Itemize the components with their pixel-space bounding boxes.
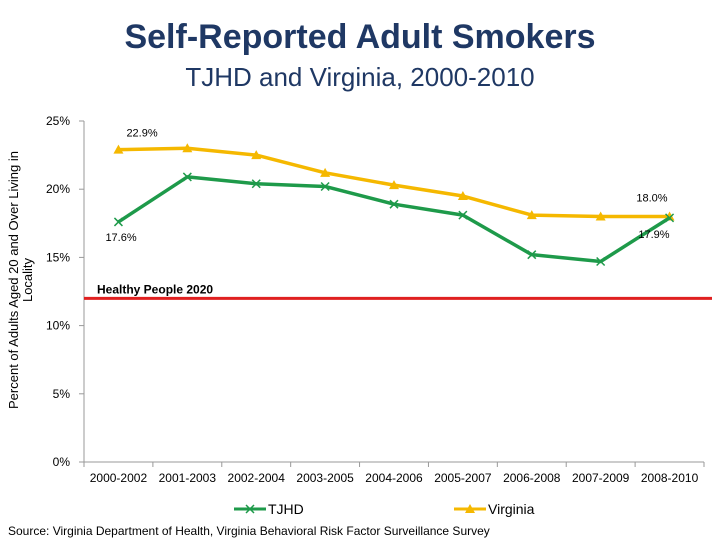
x-tick-label: 2001-2003 — [159, 471, 217, 485]
tjhd-point — [458, 210, 468, 220]
y-axis-title-line-1: Percent of Adults Aged 20 and Over Livin… — [6, 151, 21, 409]
x-tick-label: 2002-2004 — [228, 471, 286, 485]
x-tick-label: 2007-2009 — [572, 471, 630, 485]
x-marker-stroke — [245, 504, 255, 514]
chart-title: Self-Reported Adult Smokers — [124, 18, 596, 56]
x-tick-label: 2000-2002 — [90, 471, 148, 485]
virginia-point — [389, 180, 399, 190]
x-marker-stroke — [320, 181, 330, 192]
y-axis-title: Percent of Adults Aged 20 and Over Livin… — [6, 151, 35, 409]
tjhd-point — [389, 199, 399, 209]
x-marker-stroke — [458, 210, 468, 220]
y-axis-label: Percent of Adults Aged 20 and Over Livin… — [6, 151, 35, 409]
x-marker-stroke — [113, 217, 123, 227]
legend-tjhd-label: TJHD — [268, 501, 304, 517]
tjhd-point — [320, 181, 330, 192]
reference-line-group: Healthy People 2020 — [84, 282, 712, 300]
data-label-virginia: 22.9% — [126, 128, 157, 140]
data-labels: 22.9% 17.6% 18.0% 17.9% — [105, 128, 669, 244]
x-tick-label: 2008-2010 — [641, 471, 699, 485]
tjhd-line — [117, 175, 671, 264]
x-marker-stroke — [665, 213, 675, 223]
y-axis-title-line-2: Locality — [20, 257, 35, 302]
virginia-point — [251, 150, 262, 160]
tjhd-point — [251, 179, 261, 189]
chart-subtitle: TJHD and Virginia, 2000-2010 — [185, 62, 535, 92]
legend: TJHD Virginia — [234, 501, 535, 517]
virginia-point — [113, 144, 124, 154]
virginia-point — [320, 167, 331, 177]
y-tick-label: 10% — [46, 319, 70, 333]
legend-virginia-label: Virginia — [488, 501, 535, 517]
x-tick-label: 2004-2006 — [365, 471, 423, 485]
legend-tjhd-marker — [245, 504, 255, 514]
x-marker-stroke — [596, 256, 606, 267]
y-tick-label: 5% — [53, 387, 71, 401]
data-label-virginia: 18.0% — [636, 192, 667, 204]
y-tick-label: 15% — [46, 250, 70, 264]
virginia-point — [182, 143, 193, 153]
tjhd-point — [665, 213, 675, 223]
x-marker-stroke — [251, 179, 261, 189]
virginia-point — [526, 210, 537, 220]
x-marker-stroke — [527, 250, 537, 260]
healthy-people-2020-label: Healthy People 2020 — [97, 282, 213, 296]
y-tick-label: 25% — [46, 114, 70, 128]
series-group — [113, 143, 675, 267]
data-label-tjhd: 17.9% — [638, 229, 669, 241]
tjhd-point — [113, 217, 123, 227]
axes: 0% 5% 10% 15% 20% 25% 2000-2002 2001-2003 2002-2… — [46, 114, 705, 485]
x-tick-label: 2006-2008 — [503, 471, 561, 485]
y-tick-label: 20% — [46, 182, 70, 196]
tjhd-point — [527, 250, 537, 260]
legend-virginia-marker — [465, 504, 475, 513]
virginia-point — [595, 211, 606, 221]
tjhd-point — [596, 256, 606, 267]
x-tick-label: 2003-2005 — [296, 471, 354, 485]
x-marker-stroke — [182, 172, 192, 182]
tjhd-point — [182, 172, 192, 182]
data-label-tjhd: 17.6% — [105, 232, 136, 244]
x-marker-stroke — [389, 199, 399, 209]
virginia-point — [457, 191, 468, 201]
y-tick-label: 0% — [53, 455, 71, 469]
source-note: Source: Virginia Department of Health, V… — [8, 524, 490, 538]
x-tick-label: 2005-2007 — [434, 471, 492, 485]
